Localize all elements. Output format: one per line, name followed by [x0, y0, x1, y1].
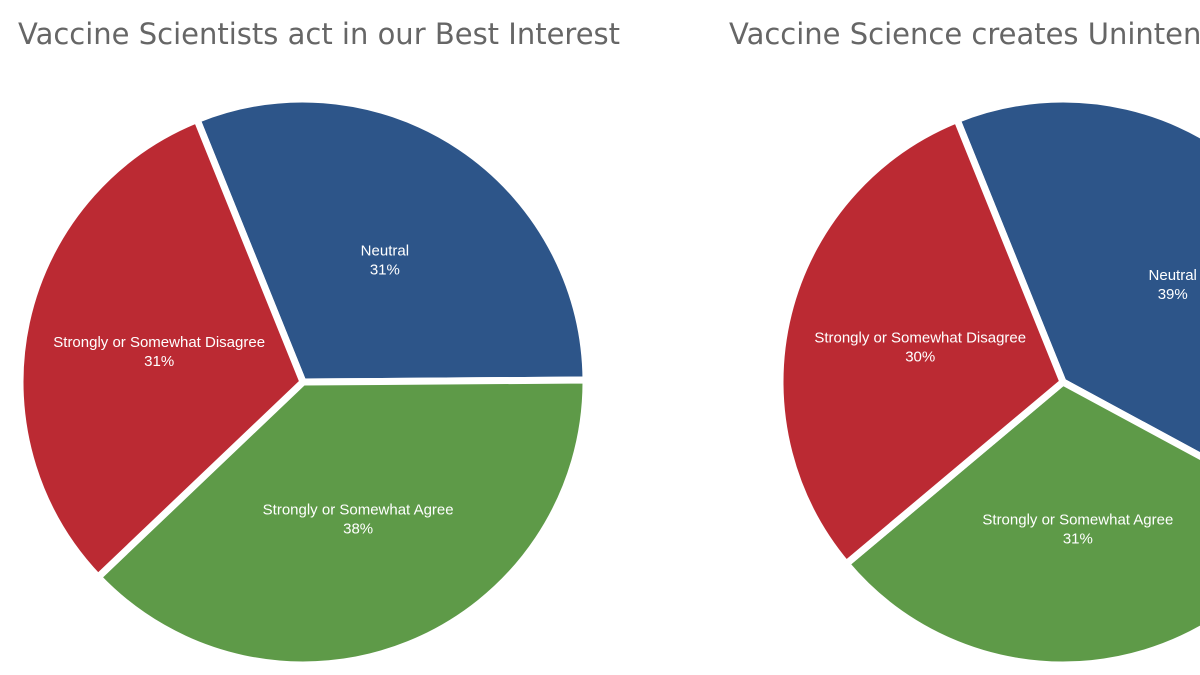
- slice-category: Strongly or Somewhat Agree: [982, 511, 1173, 528]
- slice-label: Neutral 31%: [361, 243, 409, 279]
- slice-value: 31%: [144, 353, 174, 370]
- pie-slice: [842, 378, 1200, 669]
- slice-category: Neutral: [1149, 267, 1197, 284]
- pie-slice: [953, 95, 1200, 461]
- pie-slice: [776, 116, 1067, 568]
- slice-category: Strongly or Somewhat Agree: [263, 501, 454, 518]
- slice-value: 31%: [370, 262, 400, 279]
- slice-value: 30%: [905, 348, 935, 365]
- slice-category: Strongly or Somewhat Disagree: [53, 334, 265, 351]
- slice-category: Neutral: [361, 243, 409, 260]
- slice-value: 39%: [1158, 286, 1188, 303]
- slice-label: Strongly or Somewhat Agree 31%: [982, 511, 1173, 547]
- slice-label: Strongly or Somewhat Disagree 31%: [53, 334, 265, 370]
- slice-value: 31%: [1063, 530, 1093, 547]
- slice-label: Strongly or Somewhat Disagree 30%: [814, 329, 1026, 365]
- pie-slice: [193, 95, 590, 386]
- slice-label: Strongly or Somewhat Agree 38%: [263, 501, 454, 537]
- slice-value: 38%: [343, 520, 373, 537]
- pie-slice: [16, 116, 307, 581]
- chart-title: Vaccine Scientists act in our Best Inter…: [18, 17, 620, 51]
- slice-category: Strongly or Somewhat Disagree: [814, 329, 1026, 346]
- pie-slice: [94, 376, 590, 669]
- chart-title: Vaccine Science creates Unintende: [729, 17, 1200, 51]
- slice-label: Neutral 39%: [1149, 267, 1197, 303]
